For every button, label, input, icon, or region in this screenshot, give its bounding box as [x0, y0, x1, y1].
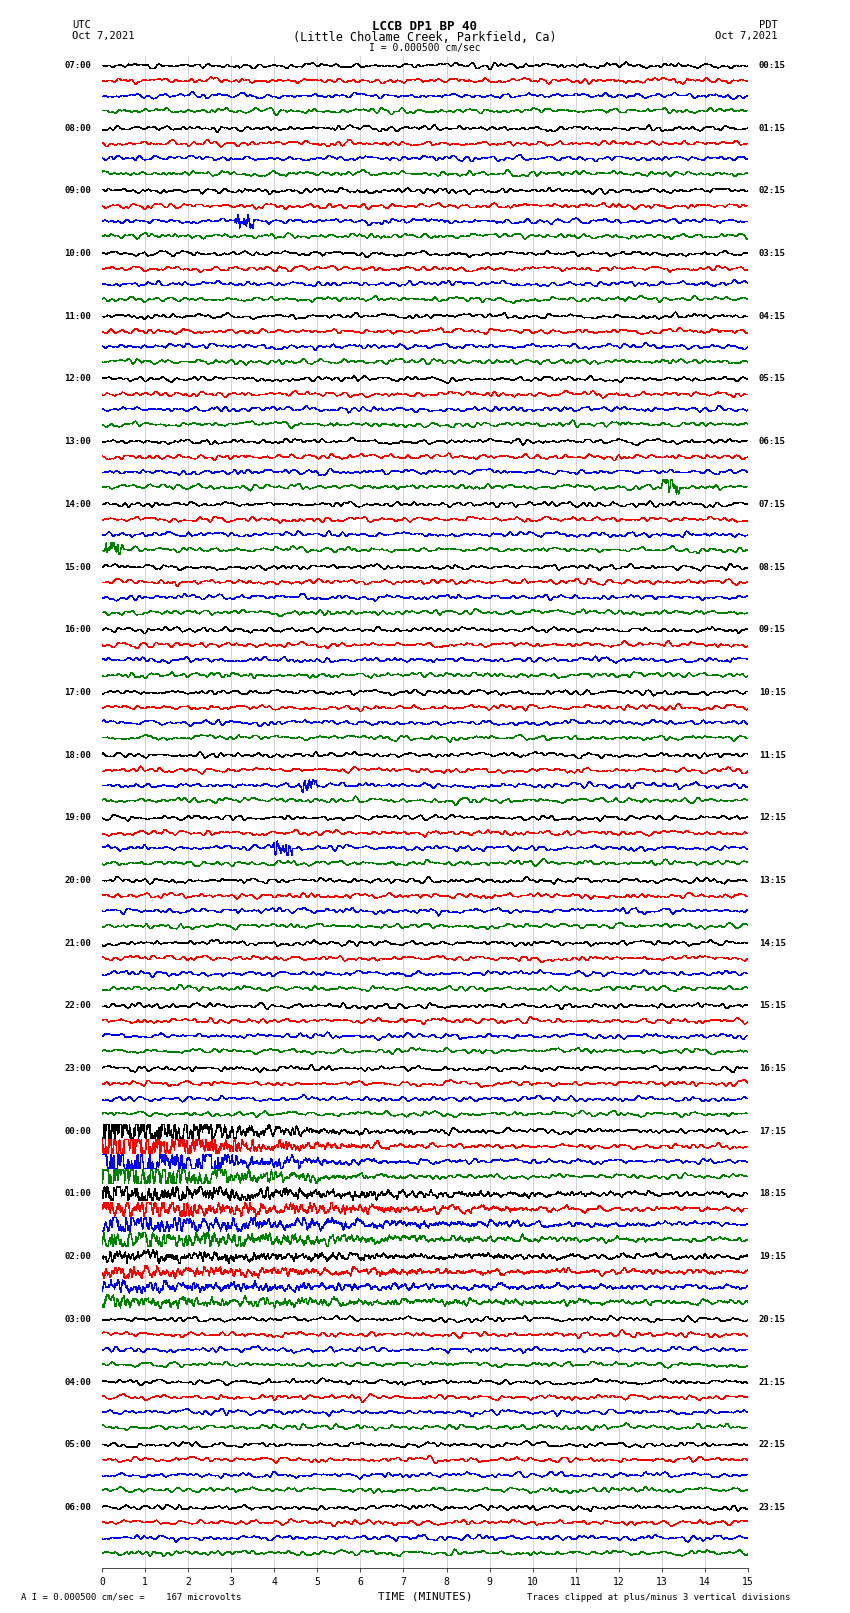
- Text: 21:00: 21:00: [65, 939, 91, 948]
- Text: 05:00: 05:00: [65, 1440, 91, 1448]
- Text: 02:00: 02:00: [65, 1252, 91, 1261]
- Text: 13:15: 13:15: [759, 876, 785, 886]
- Text: 20:00: 20:00: [65, 876, 91, 886]
- Text: 12:15: 12:15: [759, 813, 785, 823]
- Text: 12:00: 12:00: [65, 374, 91, 384]
- Text: 00:15: 00:15: [759, 61, 785, 69]
- Text: 10:00: 10:00: [65, 248, 91, 258]
- Text: A I = 0.000500 cm/sec =    167 microvolts: A I = 0.000500 cm/sec = 167 microvolts: [21, 1592, 241, 1602]
- Text: 06:00: 06:00: [65, 1503, 91, 1511]
- Text: 23:00: 23:00: [65, 1065, 91, 1073]
- Text: 09:15: 09:15: [759, 626, 785, 634]
- Text: 04:00: 04:00: [65, 1378, 91, 1387]
- Text: 01:15: 01:15: [759, 124, 785, 132]
- Text: 18:15: 18:15: [759, 1189, 785, 1198]
- Text: 03:15: 03:15: [759, 248, 785, 258]
- Text: Oct 7,2021: Oct 7,2021: [715, 31, 778, 40]
- Text: 19:15: 19:15: [759, 1252, 785, 1261]
- Text: 01:00: 01:00: [65, 1189, 91, 1198]
- Text: 06:15: 06:15: [759, 437, 785, 447]
- Text: 13:00: 13:00: [65, 437, 91, 447]
- Text: 19:00: 19:00: [65, 813, 91, 823]
- Text: Traces clipped at plus/minus 3 vertical divisions: Traces clipped at plus/minus 3 vertical …: [527, 1592, 790, 1602]
- Text: 07:00: 07:00: [65, 61, 91, 69]
- Text: 17:15: 17:15: [759, 1127, 785, 1136]
- Text: I = 0.000500 cm/sec: I = 0.000500 cm/sec: [369, 44, 481, 53]
- Text: 22:00: 22:00: [65, 1002, 91, 1010]
- Text: 09:00: 09:00: [65, 187, 91, 195]
- Text: 10:15: 10:15: [759, 687, 785, 697]
- Text: 16:00: 16:00: [65, 626, 91, 634]
- Text: 02:15: 02:15: [759, 187, 785, 195]
- Text: 07:15: 07:15: [759, 500, 785, 508]
- Text: 15:15: 15:15: [759, 1002, 785, 1010]
- X-axis label: TIME (MINUTES): TIME (MINUTES): [377, 1590, 473, 1602]
- Text: 08:00: 08:00: [65, 124, 91, 132]
- Text: 11:15: 11:15: [759, 750, 785, 760]
- Text: UTC: UTC: [72, 19, 91, 31]
- Text: 14:00: 14:00: [65, 500, 91, 508]
- Text: 08:15: 08:15: [759, 563, 785, 571]
- Text: 23:15: 23:15: [759, 1503, 785, 1511]
- Text: 21:15: 21:15: [759, 1378, 785, 1387]
- Text: PDT: PDT: [759, 19, 778, 31]
- Text: 14:15: 14:15: [759, 939, 785, 948]
- Text: 15:00: 15:00: [65, 563, 91, 571]
- Text: 16:15: 16:15: [759, 1065, 785, 1073]
- Text: 22:15: 22:15: [759, 1440, 785, 1448]
- Text: 18:00: 18:00: [65, 750, 91, 760]
- Text: 03:00: 03:00: [65, 1315, 91, 1324]
- Text: Oct 7,2021: Oct 7,2021: [72, 31, 135, 40]
- Text: 11:00: 11:00: [65, 311, 91, 321]
- Text: 05:15: 05:15: [759, 374, 785, 384]
- Text: (Little Cholame Creek, Parkfield, Ca): (Little Cholame Creek, Parkfield, Ca): [293, 31, 557, 45]
- Text: 04:15: 04:15: [759, 311, 785, 321]
- Text: LCCB DP1 BP 40: LCCB DP1 BP 40: [372, 19, 478, 34]
- Text: 17:00: 17:00: [65, 687, 91, 697]
- Text: 20:15: 20:15: [759, 1315, 785, 1324]
- Text: 00:00: 00:00: [65, 1127, 91, 1136]
